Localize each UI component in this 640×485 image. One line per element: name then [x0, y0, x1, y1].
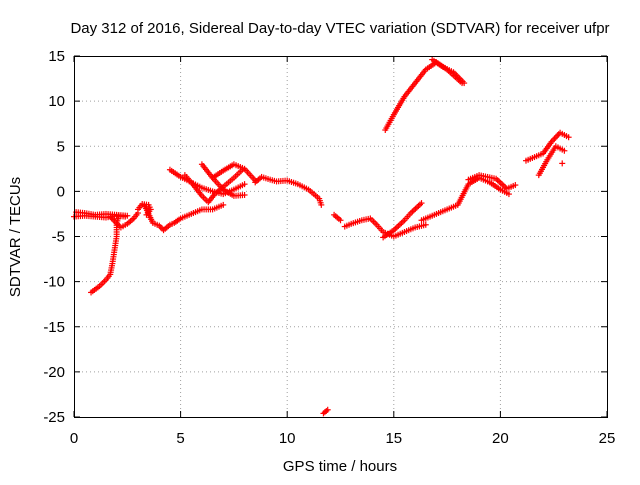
data-point [124, 212, 131, 219]
data-point [561, 147, 568, 154]
x-tick-label: 10 [279, 430, 296, 447]
data-point [461, 80, 468, 87]
data-point [324, 406, 331, 413]
data-point [337, 217, 344, 224]
x-tick-label: 0 [70, 430, 78, 447]
y-tick-label: -5 [52, 229, 65, 246]
data-point [220, 201, 227, 208]
data-point [422, 221, 429, 228]
data-point [241, 191, 248, 198]
data-point [318, 201, 325, 208]
x-tick-label: 20 [492, 430, 509, 447]
y-tick-label: -20 [43, 364, 65, 381]
data-point [241, 181, 248, 188]
x-axis-ticks: 0 5 10 15 20 25 [70, 56, 616, 447]
x-axis-label: GPS time / hours [283, 458, 397, 475]
y-tick-label: 10 [48, 93, 65, 110]
y-tick-label: -15 [43, 319, 65, 336]
y-tick-label: -25 [43, 409, 65, 426]
x-tick-label: 25 [599, 430, 616, 447]
chart-title: Day 312 of 2016, Sidereal Day-to-day VTE… [70, 20, 609, 37]
x-tick-label: 15 [385, 430, 402, 447]
y-tick-label: -10 [43, 274, 65, 291]
data-point [115, 213, 122, 220]
data-points [71, 56, 572, 417]
y-tick-label: 0 [57, 183, 65, 200]
y-tick-label: 15 [48, 48, 65, 65]
x-tick-label: 5 [176, 430, 184, 447]
data-point [565, 134, 572, 141]
y-axis-label: SDTVAR / TECUs [7, 177, 24, 297]
grid-lines [74, 56, 607, 417]
data-point [418, 200, 425, 207]
y-axis-ticks: -25 -20 -15 -10 -5 0 5 10 15 [43, 48, 607, 426]
data-point [505, 191, 512, 198]
data-point [512, 182, 519, 189]
data-point [559, 160, 566, 167]
y-tick-label: 5 [57, 138, 65, 155]
